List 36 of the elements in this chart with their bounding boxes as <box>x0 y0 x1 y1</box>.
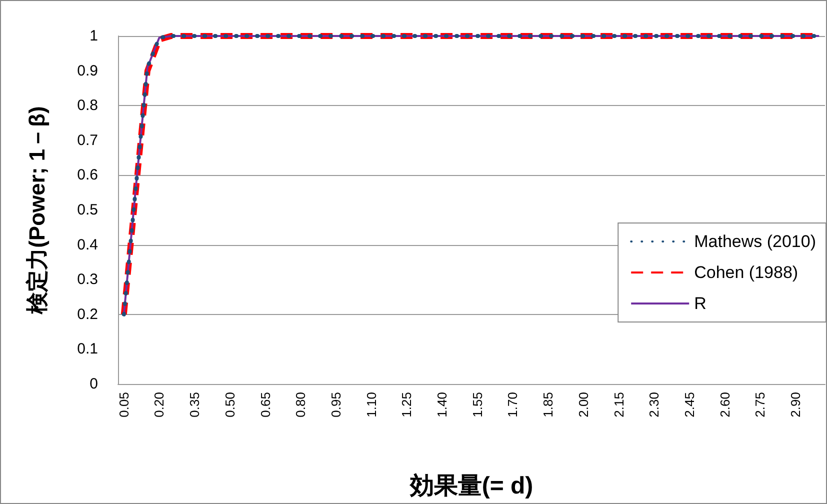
x-tick-label: 2.45 <box>682 392 697 418</box>
x-tick-label: 2.90 <box>788 392 804 418</box>
x-tick-label: 1.55 <box>470 392 485 418</box>
legend-label: R <box>694 294 706 313</box>
x-tick-label: 2.60 <box>717 392 732 418</box>
y-tick-label: 0.2 <box>77 306 98 323</box>
legend-label: Cohen (1988) <box>694 263 798 282</box>
y-tick-label: 0.7 <box>77 132 98 149</box>
y-tick-label: 0.5 <box>77 202 98 218</box>
x-tick-label: 0.65 <box>258 392 273 418</box>
x-tick-label: 0.50 <box>222 392 238 418</box>
x-tick-label: 2.30 <box>646 392 662 418</box>
y-tick-label: 0 <box>90 376 98 392</box>
x-tick-label: 2.00 <box>576 392 591 418</box>
x-tick-label: 0.20 <box>152 392 167 418</box>
x-tick-label: 0.80 <box>293 392 308 418</box>
y-tick-label: 0.3 <box>77 271 98 288</box>
x-tick-label: 2.75 <box>752 392 768 418</box>
x-axis-title: 効果量(= d) <box>408 472 534 500</box>
y-tick-label: 0.1 <box>77 340 98 358</box>
x-tick-label: 1.70 <box>505 392 520 418</box>
x-tick-label: 1.85 <box>540 392 556 418</box>
legend-label: Mathews (2010) <box>694 232 816 251</box>
x-tick-label: 1.40 <box>434 392 450 418</box>
x-tick-label: 1.25 <box>399 392 414 418</box>
y-axis-title: 検定力(Power; 1－β) <box>24 106 50 315</box>
y-tick-label: 0.4 <box>77 236 98 254</box>
x-tick-label: 0.95 <box>328 392 344 418</box>
y-tick-label: 0.6 <box>77 166 98 184</box>
x-tick-label: 0.05 <box>116 392 132 418</box>
y-tick-label: 1 <box>90 28 98 44</box>
y-tick-label: 0.8 <box>77 97 98 114</box>
x-tick-label: 0.35 <box>187 392 202 418</box>
x-tick-label: 2.15 <box>611 392 626 418</box>
x-tick-label: 1.10 <box>364 392 379 418</box>
y-tick-label: 0.9 <box>77 62 98 80</box>
